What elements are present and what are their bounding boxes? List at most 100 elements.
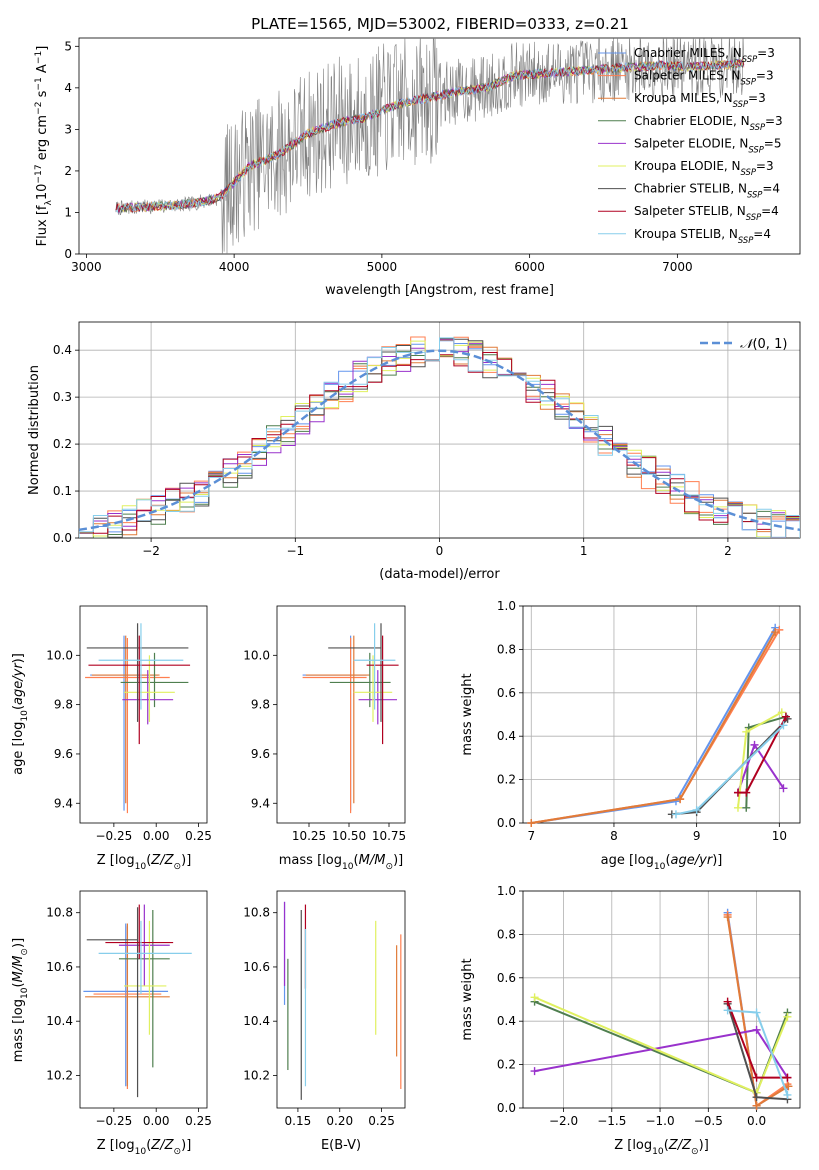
- normal-curve: [78, 349, 801, 532]
- weight_vs_age-marker: [775, 625, 784, 634]
- mass_vs_ebv-ytick-label: 10.6: [243, 960, 270, 974]
- spectrum-data-line: [115, 38, 744, 254]
- spectrum-legend-label: Chabrier STELIB, NSSP=4: [634, 182, 780, 200]
- mass-vs-ebv-xlabel: E(B-V): [321, 1138, 361, 1153]
- residuals-ytick-label: 0.0: [53, 531, 72, 545]
- residuals-ytick-label: 0.2: [53, 437, 72, 451]
- spectrum-ylabel: Flux [fλ10−17 erg cm−2 s−1 A−1]: [34, 46, 54, 247]
- weight_vs_age-ytick-label: 0.4: [497, 729, 516, 743]
- weight_vs_Z-marker: [752, 1093, 761, 1102]
- spectrum-model-line: [115, 58, 745, 213]
- mass_vs_Z-ytick-label: 10.8: [46, 906, 73, 920]
- weight_vs_Z-marker: [752, 1101, 761, 1110]
- age_vs_mass-xtick-label: 10.25: [292, 829, 326, 843]
- weight_vs_age-axes: 7 8 9 10 0.0 0.2 0.4 0.6 0.8 1.0: [497, 599, 801, 843]
- weight_vs_Z-xtick-label: 0.0: [747, 1114, 766, 1128]
- mass_vs_Z-axes: −0.25 0.00 0.25 10.2 10.4 10.6 10.8: [46, 890, 212, 1128]
- figure-title: PLATE=1565, MJD=53002, FIBERID=0333, z=0…: [251, 15, 629, 33]
- age_vs_mass-frame: [276, 605, 406, 824]
- weight_vs_Z-xlabel: Z [log10(Z/Z⊙)]: [614, 1138, 709, 1157]
- mass_vs_Z-ytick-label: 10.6: [46, 960, 73, 974]
- weight_vs_age-marker: [742, 727, 751, 736]
- age_vs_mass-ytick-label: 9.6: [251, 747, 270, 761]
- weight_vs_Z-ytick-label: 1.0: [497, 884, 516, 898]
- spectrum-xtick-label: 6000: [514, 260, 545, 274]
- weight_vs_Z-ytick-label: 0.6: [497, 971, 516, 985]
- mass-vs-Z-xlabel: Z [log10(Z/Z⊙)]: [97, 1138, 192, 1157]
- age_vs_mass-ytick-label: 9.4: [251, 796, 270, 810]
- spectrum-xtick-label: 7000: [662, 260, 693, 274]
- weight_vs_Z-marker: [723, 913, 732, 922]
- mass_vs_Z-xtick-label: 0.00: [143, 1114, 170, 1128]
- mass-vs-Z-ylabel: mass [log10(M/M⊙)]: [11, 938, 30, 1062]
- weight_vs_Z-xtick-label: −0.5: [694, 1114, 723, 1128]
- weight_vs_Z-ylabel: mass weight: [460, 958, 475, 1040]
- age_vs_mass-xtick-label: 10.50: [332, 829, 366, 843]
- weight_vs_age-xtick-label: 9: [693, 829, 701, 843]
- plots-layer: 3000 4000 5000 6000 7000 0 1 2 3 4 5 wavelength [An…: [11, 37, 801, 1157]
- age_vs_Z-xtick-label: −0.25: [95, 829, 132, 843]
- weight_vs_age-marker: [781, 712, 790, 721]
- weight_vs_age-marker: [779, 784, 788, 793]
- weight_vs_age-marker: [733, 803, 742, 812]
- weight_vs_age-xtick-label: 10: [772, 829, 787, 843]
- spectrum-model-line: [115, 57, 745, 213]
- spectrum-xtick-label: 5000: [367, 260, 398, 274]
- mass_vs_ebv-ytick-label: 10.4: [243, 1014, 270, 1028]
- residuals-ylabel: Normed distribution: [27, 365, 42, 495]
- weight_vs_age-line: [531, 629, 781, 824]
- spectrum-ytick-label: 2: [64, 164, 72, 178]
- weight_vs_age-xlabel: age [log10(age/yr)]: [601, 853, 723, 872]
- weight_vs_age-marker: [527, 819, 536, 827]
- weight_vs_age-ytick-label: 0.0: [497, 816, 516, 830]
- spectrum-ytick-label: 4: [64, 81, 72, 95]
- residuals-xtick-label: −2: [142, 544, 160, 558]
- mass_vs_ebv-xtick-label: 0.25: [368, 1114, 395, 1128]
- weight_vs_Z-marker: [783, 1090, 792, 1099]
- age_vs_mass-xtick-label: 10.75: [372, 829, 406, 843]
- weight_vs_age-xtick-label: 8: [610, 829, 618, 843]
- weight_vs_Z-marker: [783, 1073, 792, 1082]
- spectrum-legend-label: Kroupa STELIB, NSSP=4: [634, 227, 771, 245]
- spectrum-ytick-label: 3: [64, 122, 72, 136]
- spectrum-legend-label: Salpeter ELODIE, NSSP=5: [634, 136, 782, 154]
- weight_vs_Z-marker: [752, 1008, 761, 1017]
- spectrum-frame: [78, 37, 801, 255]
- mass_vs_ebv-axes: 0.15 0.20 0.25 10.2 10.4 10.6 10.8: [243, 890, 406, 1128]
- weight_vs_age-marker: [692, 805, 701, 814]
- weight_vs_Z-ytick-label: 0.8: [497, 927, 516, 941]
- weight_vs_Z-marker: [783, 1012, 792, 1021]
- weight_vs_age-marker: [777, 708, 786, 717]
- weight_vs_Z-frame: [522, 890, 801, 1109]
- weight_vs_Z-ytick-label: 0.0: [497, 1101, 516, 1115]
- mass_vs_Z-xtick-label: −0.25: [95, 1114, 132, 1128]
- age_vs_Z-axes: −0.25 0.00 0.25 9.4 9.6 9.8 10.0: [46, 605, 212, 843]
- weight_vs_Z-xtick-label: −1.0: [645, 1114, 674, 1128]
- age_vs_Z-ytick-label: 10.0: [46, 648, 73, 662]
- spectrum-axes: 3000 4000 5000 6000 7000 0 1 2 3 4 5: [64, 37, 801, 274]
- spectrum-legend-label: Salpeter MILES, NSSP=3: [634, 69, 774, 87]
- weight_vs_age-marker: [750, 740, 759, 749]
- weight_vs_Z-xtick-label: −2.0: [549, 1114, 578, 1128]
- residuals-xtick-label: 0: [436, 544, 444, 558]
- spectrum-legend-label: Chabrier MILES, NSSP=3: [634, 46, 775, 64]
- age_vs_mass-ytick-label: 9.8: [251, 698, 270, 712]
- spectrum-ytick-label: 0: [64, 247, 72, 261]
- weight_vs_Z-marker: [752, 1025, 761, 1034]
- weight_vs_age-ytick-label: 0.8: [497, 642, 516, 656]
- residuals-xtick-label: 1: [580, 544, 588, 558]
- residuals-xtick-label: 2: [724, 544, 732, 558]
- residuals-xlabel: (data-model)/error: [379, 567, 500, 582]
- weight_vs_age-ytick-label: 0.2: [497, 773, 516, 787]
- mass_vs_Z-frame: [79, 890, 208, 1109]
- age-vs-mass-xlabel: mass [log10(M/M⊙)]: [279, 853, 403, 872]
- spectrum-ytick-label: 5: [64, 39, 72, 53]
- weight_vs_age-marker: [676, 795, 685, 804]
- mass_vs_ebv-ytick-label: 10.8: [243, 906, 270, 920]
- age_vs_mass-ytick-label: 10.0: [243, 648, 270, 662]
- weight_vs_age-marker: [779, 721, 788, 730]
- mass_vs_ebv-ytick-label: 10.2: [243, 1068, 270, 1082]
- spectrum-legend-label: Chabrier ELODIE, NSSP=3: [634, 114, 783, 132]
- weight_vs_Z-marker: [530, 1067, 539, 1076]
- spectrum-xtick-label: 3000: [71, 260, 102, 274]
